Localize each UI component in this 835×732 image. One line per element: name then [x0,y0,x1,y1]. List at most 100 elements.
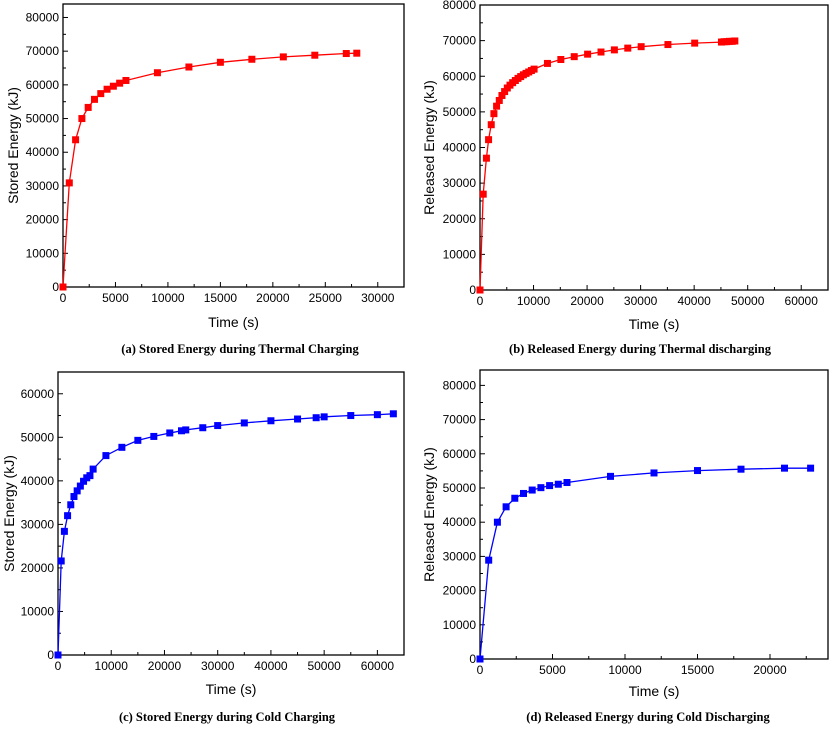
y-tick-label: 0 [469,652,476,666]
data-point [73,487,81,495]
data-point [498,91,506,99]
data-point [185,63,193,71]
y-tick-label: 30000 [26,179,60,193]
data-point [248,55,256,63]
data-point [557,56,565,64]
data-point [485,136,493,144]
x-tick-label: 10000 [517,294,551,308]
data-point [199,424,207,432]
plot-frame [62,3,405,288]
data-point [342,50,350,58]
y-axis-label: Released Energy (kJ) [421,80,437,215]
data-point [166,429,174,437]
y-tick-label: 0 [47,648,54,662]
chart-b: 0 10000 20000 30000 40000 50000 60000 0 10000 200… [421,0,829,332]
data-point [103,85,111,93]
data-point [479,190,487,198]
y-axis-label: Stored Energy (kJ) [1,455,17,572]
data-point [102,452,110,460]
y-tick-label: 80000 [26,10,60,24]
data-point [737,465,745,473]
y-tick-label: 30000 [443,549,477,563]
x-tick-label: 50000 [307,659,341,673]
data-point [546,482,554,490]
x-tick-label: 30000 [201,659,235,673]
data-point [134,436,142,444]
data-point [177,427,185,435]
y-tick-label: 10000 [21,604,55,618]
data-point [694,467,701,475]
y-tick-label: 70000 [443,413,477,427]
data-point [530,65,538,73]
data-point [624,44,632,52]
x-tick-label: 15000 [681,663,715,677]
y-tick-label: 20000 [443,212,477,226]
data-point [59,283,67,291]
data-point [691,39,699,47]
x-tick-label: 20000 [256,291,290,305]
data-point [216,58,224,66]
x-tick-label: 20000 [570,294,604,308]
data-point [554,480,562,488]
x-tick-label: 0 [477,663,484,677]
x-tick-label: 15000 [204,291,238,305]
y-axis-label: Released Energy (kJ) [421,447,437,582]
y-tick-label: 60000 [26,78,60,92]
data-point [389,410,397,418]
x-tick-label: 10000 [151,291,185,305]
chart-caption-b: (b) Released Energy during Thermal disch… [509,342,771,356]
data-point [64,512,72,520]
data-point [182,426,190,434]
data-point [664,41,672,49]
y-tick-label: 0 [52,280,59,294]
data-point [528,486,536,494]
data-point [97,90,105,98]
data-point [89,465,97,473]
data-point [731,37,739,45]
y-tick-label: 60000 [443,447,477,461]
data-point [311,51,319,59]
data-point [109,82,117,90]
data-point [502,503,510,511]
x-tick-label: 40000 [254,659,288,673]
chart-d: 0 5000 10000 15000 20000 0 10000 20000 30000 4000… [421,369,829,699]
x-tick-label: 5000 [102,291,129,305]
y-tick-label: 10000 [443,247,477,261]
data-point [781,464,788,472]
data-point [482,154,490,162]
x-tick-label: 50000 [731,294,765,308]
series-line [479,467,811,660]
chart-a: 0 5000 10000 15000 20000 25000 30000 0 10000 2000… [5,3,405,330]
data-point [495,96,503,104]
y-tick-label: 80000 [443,0,477,12]
x-axis-label: Time (s) [629,683,680,699]
data-point [511,494,519,502]
x-tick-label: 0 [55,659,62,673]
y-axis-label: Stored Energy (kJ) [5,87,21,204]
data-point [279,53,287,61]
y-tick-label: 20000 [21,561,55,575]
y-tick-label: 80000 [443,378,477,392]
data-point [570,53,578,61]
x-tick-label: 60000 [785,294,819,308]
x-tick-label: 40000 [677,294,711,308]
data-point [476,655,484,663]
data-point [584,50,592,58]
chart-panel-d: 0 5000 10000 15000 20000 0 10000 20000 30000 4000… [418,366,835,732]
data-point [543,59,551,67]
y-tick-label: 20000 [443,584,477,598]
data-point [476,286,484,294]
x-tick-label: 10000 [608,663,642,677]
data-point [493,518,501,526]
data-point [490,110,498,118]
y-tick-label: 40000 [443,141,477,155]
data-point [116,79,124,87]
data-point [312,414,320,422]
data-point [214,422,222,430]
data-point [294,415,302,423]
chart-panel-a: 0 5000 10000 15000 20000 25000 30000 0 10000 2000… [0,0,418,360]
y-tick-label: 40000 [443,515,477,529]
y-tick-label: 30000 [443,176,477,190]
x-tick-label: 10000 [95,659,129,673]
data-point [65,179,73,187]
